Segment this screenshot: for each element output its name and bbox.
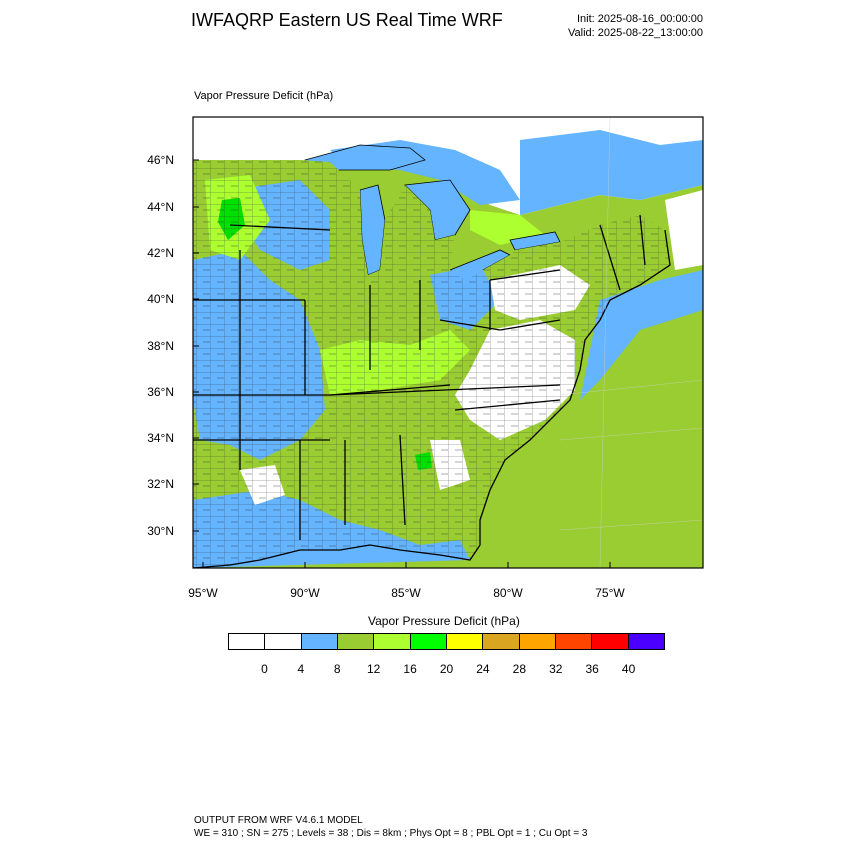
colorbar-title: Vapor Pressure Deficit (hPa) xyxy=(368,614,520,628)
blue-region-atlantic xyxy=(580,270,703,400)
colorbar-swatch xyxy=(483,634,520,649)
colorbar-label: 4 xyxy=(297,662,305,676)
county-lines xyxy=(193,160,670,568)
lat-tick-label: 38°N xyxy=(147,339,174,353)
map-frame xyxy=(192,116,704,569)
colorbar-label: 16 xyxy=(403,662,417,676)
colorbar-label: 0 xyxy=(261,662,268,676)
colorbar-swatch xyxy=(337,634,375,649)
lat-tick-label: 46°N xyxy=(147,153,174,167)
colorbar-label: 32 xyxy=(549,662,563,676)
plot-title: IWFAQRP Eastern US Real Time WRF xyxy=(191,10,503,30)
colorbar-label: 12 xyxy=(366,662,381,676)
lon-tick-label: 75°W xyxy=(595,586,625,600)
longitude-ticks: 95°W 90°W 85°W 80°W 75°W xyxy=(188,562,625,600)
graticule xyxy=(559,117,703,568)
colorbar-swatch xyxy=(265,634,302,649)
lon-tick-label: 95°W xyxy=(188,586,218,600)
lon-tick-label: 85°W xyxy=(391,586,421,600)
colorbar-label: 8 xyxy=(333,662,341,676)
colorbar-swatch xyxy=(374,634,411,649)
lat-tick-label: 34°N xyxy=(147,431,174,445)
lat-tick-label: 36°N xyxy=(147,385,174,399)
colorbar-swatch xyxy=(555,634,593,649)
state-boundaries xyxy=(193,214,646,540)
colorbar-label: 40 xyxy=(621,662,636,676)
canada-blue-east xyxy=(520,130,703,215)
lat-tick-label: 30°N xyxy=(147,524,174,538)
colorbar-swatch xyxy=(410,634,447,649)
latitude-ticks: 46°N 44°N 42°N 40°N 38°N 36°N 34°N 32°N 30°N xyxy=(147,153,199,538)
init-time: Init: 2025-08-16_00:00:00 xyxy=(577,13,703,25)
footer-model: OUTPUT FROM WRF V4.6.1 MODEL xyxy=(194,815,363,826)
vpd-map: 46°N 44°N 42°N 40°N 38°N 36°N 34°N 32°N 30°N 95°… xyxy=(147,116,704,600)
colorbar-swatch xyxy=(519,634,556,649)
lat-tick-label: 40°N xyxy=(147,292,174,306)
lat-tick-label: 44°N xyxy=(147,200,174,214)
colorbar-swatch xyxy=(301,634,338,649)
map-field-label: Vapor Pressure Deficit (hPa) xyxy=(194,90,334,102)
lon-tick-label: 90°W xyxy=(290,586,320,600)
colorbar-swatch xyxy=(446,634,484,649)
colorbar-swatch xyxy=(628,634,664,649)
colorbar-label: 24 xyxy=(476,662,490,676)
lon-tick-label: 80°W xyxy=(493,586,523,600)
lat-tick-label: 32°N xyxy=(147,477,174,491)
white-region-new-england xyxy=(665,190,703,270)
colorbar xyxy=(228,633,665,650)
canada-green-patch xyxy=(470,210,545,245)
colorbar-label: 28 xyxy=(512,662,527,676)
colorbar-label: 36 xyxy=(585,662,599,676)
colorbar-label: 20 xyxy=(439,662,454,676)
colorbar-swatch xyxy=(592,634,629,649)
footer-config: WE = 310 ; SN = 275 ; Levels = 38 ; Dis … xyxy=(194,828,588,839)
colorbar-swatch xyxy=(229,634,266,649)
valid-time: Valid: 2025-08-22_13:00:00 xyxy=(568,27,703,39)
coastline xyxy=(193,229,671,568)
lat-tick-label: 42°N xyxy=(147,246,174,260)
